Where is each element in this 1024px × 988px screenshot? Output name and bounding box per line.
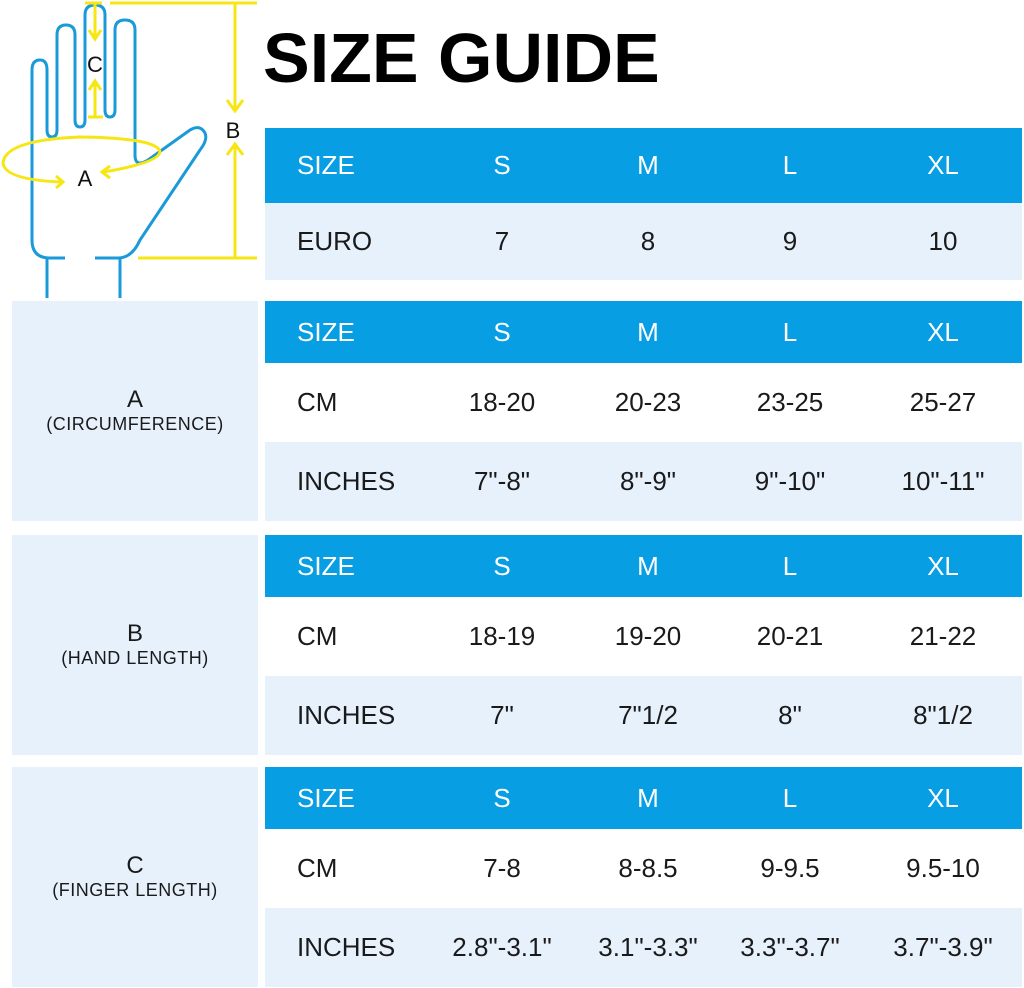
size-value: 10"-11": [901, 466, 985, 496]
row-label: INCHES: [297, 700, 396, 730]
size-value: L: [782, 150, 798, 180]
size-value: 21-22: [909, 621, 977, 651]
size-value: M: [637, 550, 659, 581]
size-value: XL: [927, 316, 959, 347]
row-label: SIZE: [297, 316, 355, 347]
size-value: 18-20: [468, 387, 536, 417]
hand-measurement-diagram: C B A: [1, 1, 257, 298]
size-value: 2.8"-3.1": [452, 932, 552, 962]
table-header-row: SIZE S M L XL: [265, 535, 1022, 597]
size-value: 8": [778, 700, 802, 730]
table-header-row: SIZE S M L XL: [265, 301, 1022, 363]
size-value: M: [637, 316, 659, 347]
size-value: S: [493, 550, 511, 581]
finger-length-table: SIZE S M L XL CM 7-8 8-8.5 9-9.5 9.5-10 INCHES 2.8"…: [265, 767, 1022, 987]
size-value: L: [782, 550, 798, 581]
row-label: CM: [297, 387, 338, 417]
measurement-letter: B: [126, 620, 143, 647]
section-label-circumference: A (CIRCUMFERENCE): [12, 301, 258, 521]
size-value: 8: [640, 226, 656, 256]
size-value: 20-21: [756, 621, 824, 651]
row-label: EURO: [297, 226, 373, 256]
measurement-lines: [1, 1, 257, 260]
size-value: 10: [928, 226, 958, 256]
size-value: 19-20: [614, 621, 682, 651]
table-row: CM 18-19 19-20 20-21 21-22: [265, 597, 1022, 676]
hand-outline-icon: [30, 3, 208, 298]
table-row: INCHES 7" 7"1/2 8" 8"1/2: [265, 676, 1022, 755]
measurement-letter: A: [126, 386, 143, 413]
row-label: SIZE: [297, 550, 355, 581]
measurement-letter: C: [126, 852, 144, 879]
size-value: 25-27: [909, 387, 977, 417]
size-value: 9.5-10: [906, 853, 980, 883]
table-row: EURO 7 8 9 10: [265, 203, 1022, 280]
size-value: 23-25: [756, 387, 824, 417]
size-value: 9-9.5: [760, 853, 820, 883]
table-header-row: SIZE S M L XL: [265, 128, 1022, 203]
size-value: 7": [490, 700, 514, 730]
size-value: 20-23: [614, 387, 682, 417]
size-value: 3.7"-3.9": [893, 932, 993, 962]
size-value: S: [493, 782, 511, 813]
size-value: XL: [927, 782, 959, 813]
size-value: L: [782, 782, 798, 813]
size-value: 9: [782, 226, 798, 256]
row-label: SIZE: [297, 782, 355, 813]
size-value: M: [637, 782, 659, 813]
row-label: CM: [297, 853, 338, 883]
size-value: XL: [927, 150, 959, 180]
size-value: L: [782, 316, 798, 347]
row-label: INCHES: [297, 932, 396, 962]
size-value: M: [637, 150, 659, 180]
circumference-table: SIZE S M L XL CM 18-20 20-23 23-25 25-27 INCHES 7"-…: [265, 301, 1022, 521]
table-row: INCHES 2.8"-3.1" 3.1"-3.3" 3.3"-3.7" 3.7"-3.…: [265, 908, 1022, 987]
section-label-hand-length: B (HAND LENGTH): [12, 535, 258, 755]
measurement-caption: (FINGER LENGTH): [52, 880, 218, 900]
row-label: INCHES: [297, 466, 396, 496]
size-value: 3.3"-3.7": [740, 932, 840, 962]
size-value: S: [493, 150, 511, 180]
page-title: SIZE GUIDE: [263, 19, 660, 97]
size-value: 3.1"-3.3": [598, 932, 698, 962]
label-a: A: [78, 166, 93, 191]
label-b: B: [226, 118, 241, 143]
row-label: CM: [297, 621, 338, 651]
size-value: 8-8.5: [618, 853, 678, 883]
size-value: 7"1/2: [618, 700, 678, 730]
size-value: XL: [927, 550, 959, 581]
size-value: 18-19: [468, 621, 536, 651]
section-label-finger-length: C (FINGER LENGTH): [12, 767, 258, 987]
size-value: 7-8: [483, 853, 521, 883]
size-value: S: [493, 316, 511, 347]
size-value: 8"-9": [619, 466, 677, 496]
measurement-caption: (HAND LENGTH): [61, 648, 209, 668]
table-row: INCHES 7"-8" 8"-9" 9"-10" 10"-11": [265, 442, 1022, 521]
size-value: 9"-10": [754, 466, 826, 496]
measurement-caption: (CIRCUMFERENCE): [46, 414, 224, 434]
size-value: 7"-8": [473, 466, 531, 496]
size-value: 7: [494, 226, 510, 256]
size-value: 8"1/2: [913, 700, 973, 730]
table-header-row: SIZE S M L XL: [265, 767, 1022, 829]
euro-size-table: SIZE S M L XL EURO 7 8 9 10: [265, 128, 1022, 280]
label-c: C: [87, 52, 103, 77]
hand-length-table: SIZE S M L XL CM 18-19 19-20 20-21 21-22 INCHES 7" 7…: [265, 535, 1022, 755]
table-row: CM 7-8 8-8.5 9-9.5 9.5-10: [265, 829, 1022, 908]
row-label: SIZE: [297, 150, 355, 180]
table-row: CM 18-20 20-23 23-25 25-27: [265, 363, 1022, 442]
